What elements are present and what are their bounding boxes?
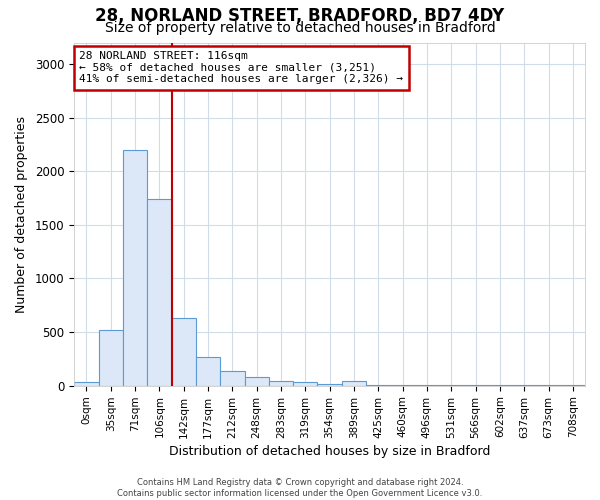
Text: Contains HM Land Registry data © Crown copyright and database right 2024.
Contai: Contains HM Land Registry data © Crown c…	[118, 478, 482, 498]
Text: 28, NORLAND STREET, BRADFORD, BD7 4DY: 28, NORLAND STREET, BRADFORD, BD7 4DY	[95, 8, 505, 26]
Bar	[245, 377, 269, 386]
Bar	[98, 330, 123, 386]
Bar	[293, 382, 317, 386]
Bar	[220, 370, 245, 386]
Bar	[317, 384, 342, 386]
Text: 28 NORLAND STREET: 116sqm
← 58% of detached houses are smaller (3,251)
41% of se: 28 NORLAND STREET: 116sqm ← 58% of detac…	[79, 51, 403, 84]
Bar	[512, 385, 536, 386]
Bar	[196, 358, 220, 386]
Bar	[536, 385, 560, 386]
Bar	[488, 385, 512, 386]
Bar	[74, 382, 98, 386]
Bar	[415, 385, 439, 386]
Y-axis label: Number of detached properties: Number of detached properties	[15, 116, 28, 312]
X-axis label: Distribution of detached houses by size in Bradford: Distribution of detached houses by size …	[169, 444, 490, 458]
Bar	[147, 199, 172, 386]
Bar	[269, 381, 293, 386]
Bar	[342, 382, 366, 386]
Bar	[172, 318, 196, 386]
Bar	[123, 150, 147, 386]
Bar	[560, 385, 585, 386]
Text: Size of property relative to detached houses in Bradford: Size of property relative to detached ho…	[104, 21, 496, 35]
Bar	[366, 384, 391, 386]
Bar	[439, 385, 463, 386]
Bar	[391, 385, 415, 386]
Bar	[463, 385, 488, 386]
